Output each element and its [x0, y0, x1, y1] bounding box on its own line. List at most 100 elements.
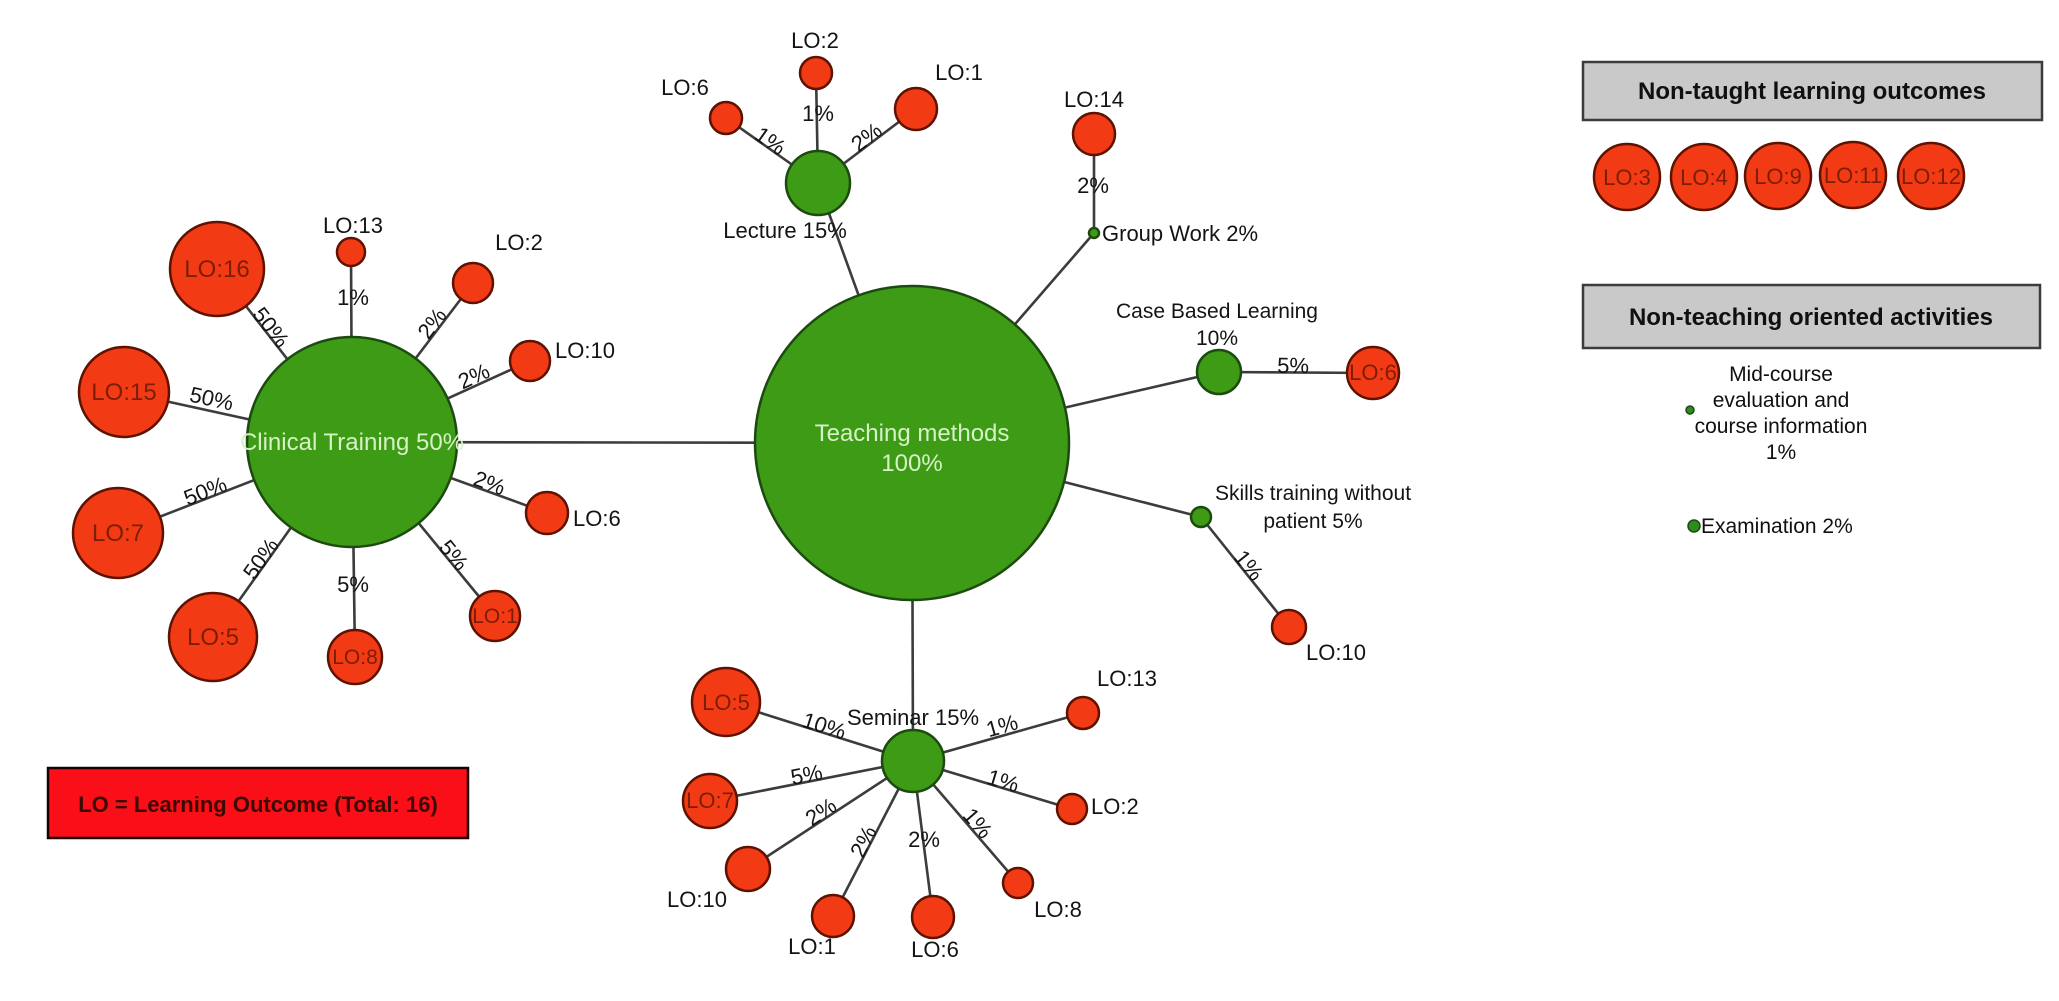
- edge-label-lecture-l_lo1: 2%: [846, 117, 886, 156]
- node-label-c_lo16: LO:16: [184, 256, 249, 283]
- edge-label-lecture-l_lo2: 1%: [802, 101, 834, 126]
- node-label-skills: Skills training without: [1215, 482, 1411, 505]
- node-label-c_lo8: LO:8: [332, 646, 378, 669]
- node-se_lo13: [1065, 695, 1101, 731]
- node-label-se_lo5: LO:5: [702, 690, 750, 715]
- node-label-cb_lo6: LO:6: [1349, 360, 1397, 385]
- node-label-se_lo13: LO:13: [1097, 666, 1157, 691]
- edge-label-seminar-se_lo8: 1%: [958, 803, 998, 843]
- node-label-c_lo5: LO:5: [187, 624, 239, 651]
- node-label-c_lo1: LO:1: [472, 605, 518, 628]
- note-box: [46, 766, 470, 840]
- node-c_lo16: [168, 220, 266, 318]
- node-c_lo1: [468, 589, 522, 643]
- edge-label-clinical-c_lo7: 50%: [180, 471, 230, 510]
- node-l_lo1: [893, 86, 939, 132]
- nodes-layer: Teaching methods 100% Clinical Training 50…: [71, 28, 1411, 962]
- node-c_lo15: [77, 345, 171, 439]
- node-label-se_lo7: LO:7: [686, 788, 734, 813]
- node-label-c_lo7: LO:7: [92, 520, 144, 547]
- node-l_lo2: [798, 55, 834, 91]
- edge-label-skills-s_lo10: 1%: [1229, 545, 1268, 585]
- non-teaching-legend-box: [1581, 283, 2042, 350]
- mid-course-label-line3: course information: [1695, 415, 1868, 438]
- legend-outcome-label-4: LO:11: [1824, 163, 1882, 188]
- legend-outcome-circle-5: [1896, 141, 1966, 211]
- node-label-l_lo2: LO:2: [791, 28, 839, 53]
- node-se_lo1: [810, 893, 856, 939]
- mid-course-dot: [1685, 405, 1695, 415]
- node-seminar: [880, 728, 946, 794]
- node-label-skills: patient 5%: [1263, 510, 1362, 533]
- node-group_work: [1087, 226, 1101, 240]
- node-l_lo6: [708, 100, 744, 136]
- node-label-l_lo6: LO:6: [661, 75, 709, 100]
- node-label-c_lo6: LO:6: [573, 506, 621, 531]
- node-label-se_lo2: LO:2: [1091, 794, 1139, 819]
- node-lecture: [784, 149, 852, 217]
- node-s_lo10: [1270, 608, 1308, 646]
- edge-label-seminar-se_lo7: 5%: [789, 759, 825, 790]
- node-cbl: [1195, 348, 1243, 396]
- legend: Non-taught learning outcomes LO:3 LO:4 LO:…: [1581, 60, 2044, 538]
- node-c_lo8: [326, 628, 384, 686]
- node-se_lo10: [724, 845, 772, 893]
- non-teaching-legend-title: Non-teaching oriented activities: [1629, 304, 1993, 331]
- node-skills: [1189, 505, 1213, 529]
- node-se_lo8: [1001, 866, 1035, 900]
- edge-label-clinical-c_lo8: 5%: [337, 572, 369, 597]
- mid-course-label-line4: 1%: [1766, 441, 1796, 464]
- legend-outcome-circle-3: [1743, 141, 1813, 211]
- examination-label: Examination 2%: [1701, 515, 1853, 538]
- node-label-se_lo10: LO:10: [667, 887, 727, 912]
- node-c_lo10: [508, 339, 552, 383]
- edge-label-seminar-se_lo6: 2%: [908, 827, 940, 852]
- node-label-c_lo13: LO:13: [323, 213, 383, 238]
- edge-label-clinical-c_lo6: 2%: [470, 466, 508, 500]
- node-label-c_lo2: LO:2: [495, 230, 543, 255]
- mid-course-label-line1: Mid-course: [1729, 363, 1833, 386]
- node-clinical: [245, 335, 459, 549]
- node-se_lo7: [681, 772, 739, 830]
- node-g_lo14: [1071, 111, 1117, 157]
- node-label-teaching: 100%: [881, 450, 942, 477]
- node-label-c_lo15: LO:15: [91, 379, 156, 406]
- edge-label-seminar-se_lo13: 1%: [983, 709, 1020, 742]
- edge-label-cbl-cb_lo6: 5%: [1277, 353, 1309, 378]
- node-se_lo6: [910, 894, 956, 940]
- non-taught-outcome-circles: LO:3 LO:4 LO:9 LO:11 LO:12: [1592, 140, 1966, 212]
- node-c_lo13: [335, 236, 367, 268]
- edge-label-lecture-l_lo6: 1%: [750, 121, 790, 160]
- edge-label-clinical-c_lo15: 50%: [187, 382, 235, 416]
- edge-label-clinical-c_lo10: 2%: [454, 358, 493, 394]
- node-se_lo2: [1055, 792, 1089, 826]
- node-label-g_lo14: LO:14: [1064, 87, 1124, 112]
- node-label-clinical: Clinical Training 50%: [240, 429, 464, 456]
- node-c_lo7: [71, 486, 165, 580]
- node-label-se_lo8: LO:8: [1034, 897, 1082, 922]
- edge-skills-s_lo10: [1199, 516, 1291, 628]
- node-cb_lo6: [1345, 345, 1401, 401]
- legend-outcome-label-1: LO:3: [1603, 165, 1651, 190]
- node-label-se_lo1: LO:1: [788, 934, 836, 959]
- node-label-group_work: Group Work 2%: [1102, 221, 1258, 246]
- non-taught-legend-box: [1581, 60, 2044, 122]
- examination-dot: [1687, 519, 1701, 533]
- edge-label-clinical-c_lo5: 50%: [238, 533, 284, 583]
- mid-course-label-line2: evaluation and: [1713, 389, 1850, 412]
- edge-label-seminar-se_lo10: 2%: [801, 793, 841, 831]
- note-text: LO = Learning Outcome (Total: 16): [78, 792, 438, 817]
- node-label-seminar: Seminar 15%: [847, 705, 979, 730]
- node-c_lo5: [167, 591, 259, 683]
- edge-label-clinical-c_lo13: 1%: [337, 285, 369, 310]
- node-c_lo6: [524, 490, 570, 536]
- node-label-cbl: 10%: [1196, 327, 1238, 350]
- node-label-lecture: Lecture 15%: [723, 218, 847, 243]
- node-label-se_lo6: LO:6: [911, 937, 959, 962]
- node-teaching: [753, 284, 1071, 602]
- edge-seminar-se_lo7: [709, 759, 914, 803]
- edge-label-clinical-c_lo2: 2%: [412, 303, 451, 343]
- edge-label-clinical-c_lo16: 50%: [248, 302, 295, 352]
- legend-outcome-label-2: LO:4: [1680, 165, 1728, 190]
